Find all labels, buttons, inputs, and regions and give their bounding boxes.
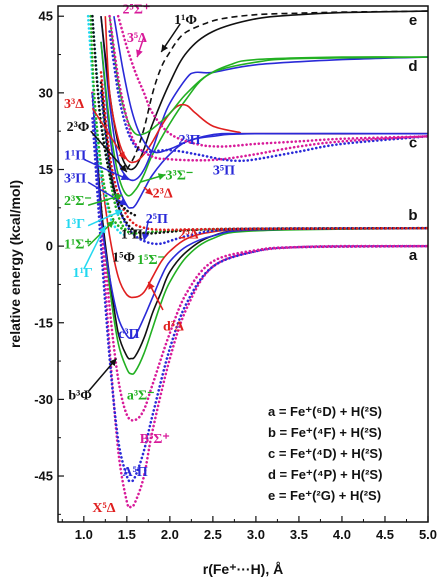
asymptote-label-a: a bbox=[409, 247, 418, 264]
curve-33-20 bbox=[108, 16, 428, 136]
state-label-23-11: 2³Π bbox=[178, 133, 200, 148]
curve-13-14 bbox=[91, 14, 137, 217]
plot-frame bbox=[57, 5, 429, 523]
curves-layer bbox=[86, 10, 428, 509]
state-label-35-12: 3⁵Π bbox=[213, 164, 235, 179]
x-tick-label-8: 5.0 bbox=[419, 527, 437, 542]
y-tick-label-5: 30 bbox=[39, 85, 53, 100]
arrow-line-14 bbox=[87, 358, 118, 393]
arrow-head-6 bbox=[114, 193, 123, 201]
x-tick-label-1: 1.5 bbox=[118, 527, 136, 542]
curve-a3-3 bbox=[91, 92, 428, 375]
state-label-11-9: 1¹Σ⁺ bbox=[64, 238, 92, 253]
state-label-33-6: 3³Π bbox=[64, 171, 86, 186]
arrow-head-7 bbox=[114, 210, 123, 217]
y-tick-label-1: -30 bbox=[34, 392, 53, 407]
state-label-13-17: 1³Π bbox=[121, 227, 143, 242]
y-tick-label-0: -45 bbox=[34, 469, 53, 484]
state-label-a5-25: A⁵Π bbox=[123, 465, 148, 480]
y-axis-ticks: -45 -30 -15 0 15 30 45 bbox=[34, 9, 64, 515]
legend-entry-0: a = Fe⁺(⁶D) + H(²S) bbox=[268, 404, 382, 419]
state-label-11-5: 1¹Π bbox=[64, 148, 86, 163]
y-tick-label-2: -15 bbox=[34, 315, 53, 330]
state-label-33-13: 3³Σ⁻ bbox=[166, 169, 194, 184]
legend-box: a = Fe⁺(⁶D) + H(²S) b = Fe⁺(⁴F) + H(²S) c … bbox=[268, 404, 382, 503]
state-label-25-16: 2⁵Δ bbox=[178, 227, 198, 242]
state-label-15-18: 1⁵Φ bbox=[112, 250, 135, 265]
state-label-23-14: 2³Δ bbox=[153, 187, 173, 202]
arrow-line-4 bbox=[83, 158, 129, 181]
y-tick-label-4: 15 bbox=[39, 162, 53, 177]
state-label-11-10: 1¹Γ bbox=[73, 266, 93, 281]
asymptote-label-e: e bbox=[409, 12, 417, 29]
state-label-b3-22: b³Φ bbox=[68, 388, 92, 403]
state-label-x5-26: X⁵Δ bbox=[92, 501, 115, 516]
arrow-head-1 bbox=[161, 44, 169, 52]
curve-35-22 bbox=[108, 30, 428, 163]
x-tick-label-7: 4.5 bbox=[376, 527, 394, 542]
arrow-head-11 bbox=[145, 187, 153, 196]
state-label-15-19: 1⁵Σ⁻ bbox=[137, 253, 165, 268]
legend-entry-2: c = Fe⁺(⁴D) + H(²S) bbox=[268, 446, 382, 461]
state-label-23-4: 2³Φ bbox=[67, 120, 90, 135]
arrow-head-9 bbox=[99, 225, 106, 234]
state-label-11-2: 1¹Φ bbox=[174, 13, 197, 28]
state-label-d3-20: d³Δ bbox=[163, 319, 184, 334]
x-tick-label-2: 2.0 bbox=[161, 527, 179, 542]
curve-a5-1 bbox=[91, 117, 428, 483]
curve-25-24 bbox=[116, 14, 428, 148]
curve-11-12 bbox=[89, 14, 129, 233]
state-label-b5-24: B⁵Σ⁺ bbox=[140, 432, 170, 447]
arrow-head-8 bbox=[106, 220, 114, 228]
x-tick-label-5: 3.5 bbox=[290, 527, 308, 542]
arrow-line-3 bbox=[90, 130, 128, 173]
curve-25-10 bbox=[99, 71, 428, 232]
state-label-a3-23: a³Σ⁻ bbox=[127, 388, 155, 403]
curve-35-23 bbox=[108, 14, 428, 162]
curve-23-21 bbox=[113, 16, 428, 154]
x-tick-label-4: 3.0 bbox=[247, 527, 265, 542]
arrow-head-0 bbox=[136, 49, 143, 58]
arrow-head-14 bbox=[109, 358, 117, 367]
curve-c3-5 bbox=[91, 92, 428, 339]
legend-entry-4: e = Fe⁺(²G) + H(²S) bbox=[268, 488, 381, 503]
y-tick-label-3: 0 bbox=[46, 239, 53, 254]
x-tick-label-3: 2.5 bbox=[204, 527, 222, 542]
y-tick-label-6: 45 bbox=[39, 9, 53, 24]
state-labels-layer: 2⁵Σ⁺ 3⁵Δ 1¹Φ 3³Δ 2³Φ 1¹Π 3³Π 2³Σ⁻ 1³Γ 1¹Σ⁺ 1¹Γ 2³Π 3… bbox=[64, 3, 235, 516]
arrow-head-13 bbox=[148, 281, 155, 290]
state-label-23-7: 2³Σ⁻ bbox=[64, 194, 92, 209]
curve-b5-2 bbox=[91, 91, 428, 422]
arrow-head-2 bbox=[118, 151, 126, 160]
curve-23-18 bbox=[100, 10, 428, 171]
x-axis-title: r(Fe⁺···H), Å bbox=[203, 561, 284, 577]
asymptote-label-d: d bbox=[408, 58, 417, 75]
arrow-head-5 bbox=[119, 198, 127, 206]
state-label-25-0: 2⁵Σ⁺ bbox=[123, 3, 151, 18]
x-tick-label-0: 1.0 bbox=[75, 527, 93, 542]
arrow-line-2 bbox=[91, 107, 126, 160]
arrow-head-10 bbox=[157, 173, 166, 180]
arrow-head-12 bbox=[142, 233, 149, 242]
curve-x5-0 bbox=[91, 91, 428, 509]
arrow-line-5 bbox=[87, 181, 128, 206]
state-label-33-3: 3³Δ bbox=[64, 97, 84, 112]
state-label-25-15: 2⁵Π bbox=[146, 212, 168, 227]
arrow-line-9 bbox=[83, 225, 106, 270]
x-tick-label-6: 4.0 bbox=[333, 527, 351, 542]
arrows-layer bbox=[83, 23, 181, 393]
state-label-13-8: 1³Γ bbox=[65, 217, 85, 232]
asymptote-label-c: c bbox=[409, 135, 417, 152]
arrow-head-3 bbox=[119, 164, 127, 173]
asymptote-label-b: b bbox=[408, 207, 417, 224]
legend-entry-1: b = Fe⁺(⁴F) + H(²S) bbox=[268, 425, 382, 440]
state-label-35-1: 3⁵Δ bbox=[127, 31, 147, 46]
legend-entry-3: d = Fe⁺(⁴P) + H(²S) bbox=[268, 467, 382, 482]
x-axis-ticks: 1.0 1.5 2.0 2.5 3.0 3.5 4.0 4.5 5.0 bbox=[61, 516, 437, 542]
state-label-c3-21: c³Π bbox=[118, 327, 139, 342]
arrow-head-4 bbox=[120, 173, 129, 180]
y-axis-title: relative energy (kcal/mol) bbox=[7, 180, 23, 348]
asymptote-labels: a b c d e bbox=[408, 12, 417, 264]
